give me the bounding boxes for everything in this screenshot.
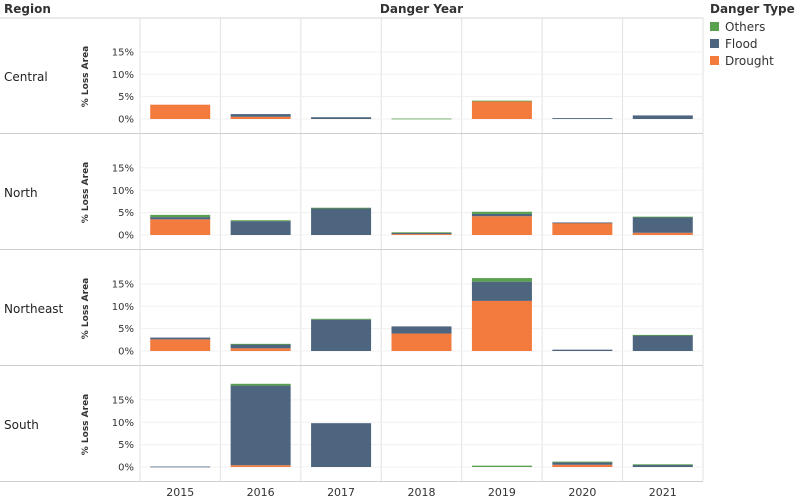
- bar-flood: [311, 423, 372, 467]
- bar-flood: [311, 208, 372, 235]
- bar-others: [471, 278, 532, 282]
- y-tick-label: 5%: [118, 324, 134, 335]
- bar-drought: [391, 234, 452, 235]
- bar-others: [552, 461, 613, 463]
- bar-others: [632, 216, 693, 218]
- y-axis-label: % Loss Area: [81, 394, 91, 456]
- legend-label: Others: [725, 20, 765, 34]
- bar-flood: [552, 349, 613, 351]
- x-tick-label: 2019: [488, 486, 516, 499]
- x-tick-label: 2021: [649, 486, 677, 499]
- bar-drought: [471, 216, 532, 235]
- y-tick-label: 15%: [112, 395, 134, 406]
- bar-flood: [230, 221, 291, 235]
- x-tick-label: 2015: [166, 486, 194, 499]
- region-label: South: [4, 418, 39, 432]
- bar-others: [471, 100, 532, 102]
- bar-flood: [471, 281, 532, 301]
- legend-swatch: [710, 22, 719, 31]
- row-header: Region: [4, 2, 51, 16]
- y-tick-label: 10%: [112, 302, 134, 313]
- y-tick-label: 10%: [112, 70, 134, 81]
- bar-drought: [471, 101, 532, 119]
- x-tick-label: 2020: [568, 486, 596, 499]
- bar-flood: [230, 344, 291, 349]
- bar-flood: [632, 335, 693, 351]
- bar-flood: [150, 217, 211, 220]
- bar-flood: [552, 462, 613, 465]
- legend-title: Danger Type: [710, 2, 795, 16]
- y-tick-label: 10%: [112, 186, 134, 197]
- bar-others: [632, 334, 693, 336]
- bar-flood: [230, 114, 291, 117]
- bar-flood: [552, 118, 613, 119]
- y-tick-label: 15%: [112, 47, 134, 58]
- y-axis-label: % Loss Area: [81, 162, 91, 224]
- bar-others: [230, 220, 291, 222]
- legend-label: Flood: [725, 37, 758, 51]
- y-tick-label: 5%: [118, 208, 134, 219]
- y-tick-label: 5%: [118, 92, 134, 103]
- bar-others: [471, 211, 532, 214]
- y-tick-label: 15%: [112, 163, 134, 174]
- bar-drought: [552, 464, 613, 467]
- region-label: Northeast: [4, 302, 64, 316]
- bar-drought: [230, 465, 291, 467]
- region-label: Central: [4, 70, 48, 84]
- bar-flood: [471, 213, 532, 217]
- bar-others: [230, 343, 291, 345]
- y-tick-label: 15%: [112, 279, 134, 290]
- bar-flood: [632, 464, 693, 467]
- legend-swatch: [710, 39, 719, 48]
- legend-label: Drought: [725, 54, 774, 68]
- x-tick-label: 2018: [408, 486, 436, 499]
- bar-flood: [391, 232, 452, 235]
- y-tick-label: 5%: [118, 440, 134, 451]
- y-tick-label: 10%: [112, 418, 134, 429]
- x-tick-label: 2016: [247, 486, 275, 499]
- bar-drought: [230, 348, 291, 351]
- bar-drought: [150, 219, 211, 235]
- bar-drought: [632, 232, 693, 235]
- bar-drought: [150, 104, 211, 119]
- column-header: Danger Year: [380, 2, 463, 16]
- bar-drought: [230, 116, 291, 119]
- bar-others: [391, 118, 452, 120]
- bar-others: [230, 383, 291, 386]
- y-axis-label: % Loss Area: [81, 278, 91, 340]
- bar-flood: [311, 117, 372, 119]
- bar-drought: [471, 300, 532, 351]
- bar-drought: [391, 333, 452, 351]
- bar-others: [471, 465, 532, 467]
- y-tick-label: 0%: [118, 115, 134, 126]
- y-tick-label: 0%: [118, 347, 134, 358]
- bar-flood: [391, 326, 452, 334]
- bar-others: [150, 214, 211, 218]
- bar-drought: [552, 222, 613, 235]
- region-label: North: [4, 186, 38, 200]
- bar-flood: [632, 217, 693, 233]
- bar-others: [632, 464, 693, 466]
- legend-swatch: [710, 56, 719, 65]
- y-axis-label: % Loss Area: [81, 46, 91, 108]
- y-tick-label: 0%: [118, 463, 134, 474]
- bar-flood: [311, 319, 372, 351]
- bar-drought: [150, 339, 211, 351]
- x-tick-label: 2017: [327, 486, 355, 499]
- bar-flood: [552, 222, 613, 224]
- bar-flood: [150, 466, 211, 468]
- bar-flood: [632, 115, 693, 119]
- bar-others: [391, 232, 452, 234]
- bar-others: [311, 318, 372, 320]
- bar-flood: [150, 337, 211, 340]
- bar-flood: [230, 385, 291, 466]
- bar-others: [311, 207, 372, 209]
- y-tick-label: 0%: [118, 231, 134, 242]
